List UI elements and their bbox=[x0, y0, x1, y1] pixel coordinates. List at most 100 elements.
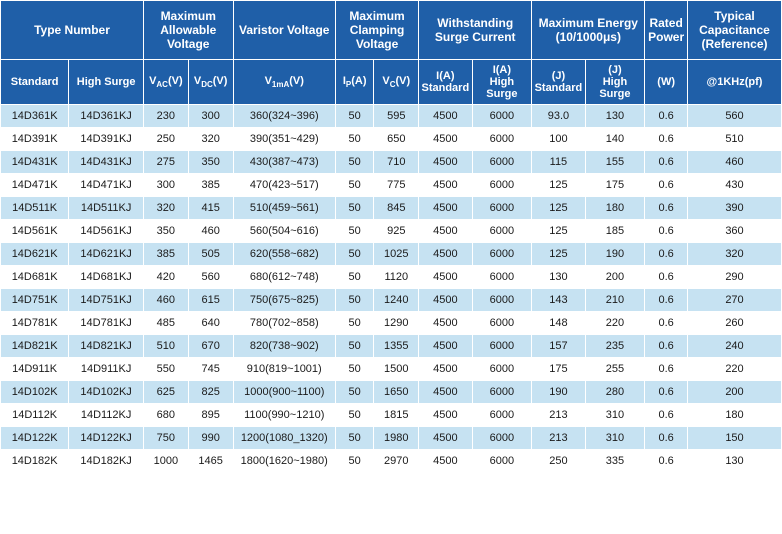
group-header-row: Type NumberMaximum Allowable VoltageVari… bbox=[1, 1, 782, 60]
cell: 4500 bbox=[419, 174, 472, 197]
cell: 510 bbox=[143, 335, 188, 358]
cell: 14D621K bbox=[1, 243, 69, 266]
sub-header: (J)Standard bbox=[532, 60, 585, 105]
cell: 130 bbox=[532, 266, 585, 289]
cell: 560 bbox=[188, 266, 233, 289]
cell: 6000 bbox=[472, 220, 532, 243]
cell: 430 bbox=[687, 174, 781, 197]
cell: 14D122K bbox=[1, 427, 69, 450]
cell: 6000 bbox=[472, 289, 532, 312]
group-header: Maximum Clamping Voltage bbox=[335, 1, 418, 60]
cell: 148 bbox=[532, 312, 585, 335]
cell: 14D391KJ bbox=[69, 128, 144, 151]
cell: 680(612~748) bbox=[233, 266, 335, 289]
cell: 50 bbox=[335, 220, 373, 243]
cell: 0.6 bbox=[645, 335, 688, 358]
cell: 14D621KJ bbox=[69, 243, 144, 266]
table-row: 14D391K14D391KJ250320390(351~429)5065045… bbox=[1, 128, 782, 151]
cell: 14D911KJ bbox=[69, 358, 144, 381]
cell: 157 bbox=[532, 335, 585, 358]
cell: 460 bbox=[687, 151, 781, 174]
cell: 6000 bbox=[472, 128, 532, 151]
cell: 4500 bbox=[419, 105, 472, 128]
sub-header: Standard bbox=[1, 60, 69, 105]
cell: 14D681K bbox=[1, 266, 69, 289]
cell: 595 bbox=[374, 105, 419, 128]
cell: 250 bbox=[143, 128, 188, 151]
sub-header: (J)High Surge bbox=[585, 60, 645, 105]
cell: 4500 bbox=[419, 358, 472, 381]
cell: 6000 bbox=[472, 312, 532, 335]
cell: 360(324~396) bbox=[233, 105, 335, 128]
table-row: 14D122K14D122KJ7509901200(1080_1320)5019… bbox=[1, 427, 782, 450]
cell: 14D751K bbox=[1, 289, 69, 312]
table-row: 14D561K14D561KJ350460560(504~616)5092545… bbox=[1, 220, 782, 243]
cell: 510 bbox=[687, 128, 781, 151]
cell: 230 bbox=[143, 105, 188, 128]
cell: 4500 bbox=[419, 151, 472, 174]
cell: 0.6 bbox=[645, 450, 688, 473]
cell: 175 bbox=[585, 174, 645, 197]
cell: 6000 bbox=[472, 381, 532, 404]
cell: 320 bbox=[188, 128, 233, 151]
cell: 845 bbox=[374, 197, 419, 220]
cell: 0.6 bbox=[645, 358, 688, 381]
cell: 130 bbox=[585, 105, 645, 128]
cell: 990 bbox=[188, 427, 233, 450]
cell: 0.6 bbox=[645, 312, 688, 335]
cell: 4500 bbox=[419, 450, 472, 473]
cell: 50 bbox=[335, 450, 373, 473]
group-header: Withstanding Surge Current bbox=[419, 1, 532, 60]
cell: 1240 bbox=[374, 289, 419, 312]
table-row: 14D781K14D781KJ485640780(702~858)5012904… bbox=[1, 312, 782, 335]
cell: 260 bbox=[687, 312, 781, 335]
cell: 1200(1080_1320) bbox=[233, 427, 335, 450]
cell: 560 bbox=[687, 105, 781, 128]
cell: 0.6 bbox=[645, 427, 688, 450]
cell: 0.6 bbox=[645, 289, 688, 312]
cell: 0.6 bbox=[645, 381, 688, 404]
cell: 130 bbox=[687, 450, 781, 473]
cell: 1025 bbox=[374, 243, 419, 266]
table-body: 14D361K14D361KJ230300360(324~396)5059545… bbox=[1, 105, 782, 473]
cell: 14D821KJ bbox=[69, 335, 144, 358]
cell: 4500 bbox=[419, 220, 472, 243]
cell: 14D391K bbox=[1, 128, 69, 151]
cell: 125 bbox=[532, 197, 585, 220]
cell: 14D102KJ bbox=[69, 381, 144, 404]
cell: 50 bbox=[335, 358, 373, 381]
table-row: 14D102K14D102KJ6258251000(900~1100)50165… bbox=[1, 381, 782, 404]
cell: 925 bbox=[374, 220, 419, 243]
cell: 1815 bbox=[374, 404, 419, 427]
cell: 200 bbox=[585, 266, 645, 289]
group-header: Type Number bbox=[1, 1, 144, 60]
cell: 50 bbox=[335, 174, 373, 197]
cell: 14D911K bbox=[1, 358, 69, 381]
cell: 210 bbox=[585, 289, 645, 312]
cell: 213 bbox=[532, 404, 585, 427]
cell: 1800(1620~1980) bbox=[233, 450, 335, 473]
cell: 0.6 bbox=[645, 151, 688, 174]
cell: 14D471KJ bbox=[69, 174, 144, 197]
cell: 0.6 bbox=[645, 174, 688, 197]
table-row: 14D681K14D681KJ420560680(612~748)5011204… bbox=[1, 266, 782, 289]
cell: 50 bbox=[335, 243, 373, 266]
cell: 250 bbox=[532, 450, 585, 473]
cell: 6000 bbox=[472, 404, 532, 427]
cell: 190 bbox=[532, 381, 585, 404]
cell: 190 bbox=[585, 243, 645, 266]
table-row: 14D621K14D621KJ385505620(558~682)5010254… bbox=[1, 243, 782, 266]
cell: 50 bbox=[335, 404, 373, 427]
cell: 4500 bbox=[419, 312, 472, 335]
cell: 6000 bbox=[472, 243, 532, 266]
cell: 270 bbox=[687, 289, 781, 312]
cell: 175 bbox=[532, 358, 585, 381]
cell: 143 bbox=[532, 289, 585, 312]
cell: 14D561K bbox=[1, 220, 69, 243]
cell: 14D361KJ bbox=[69, 105, 144, 128]
cell: 4500 bbox=[419, 197, 472, 220]
cell: 240 bbox=[687, 335, 781, 358]
cell: 320 bbox=[687, 243, 781, 266]
cell: 1650 bbox=[374, 381, 419, 404]
cell: 0.6 bbox=[645, 243, 688, 266]
